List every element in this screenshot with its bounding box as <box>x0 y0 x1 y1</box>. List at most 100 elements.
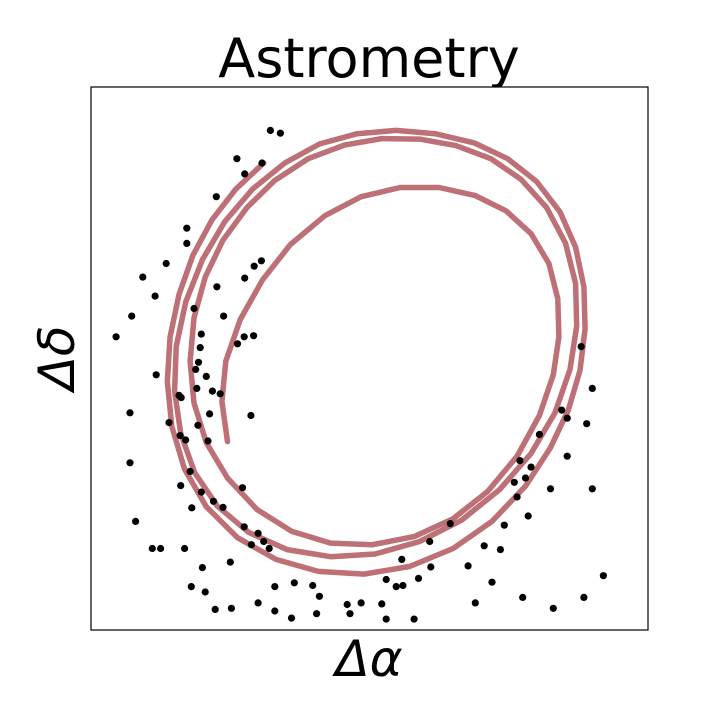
data-point <box>577 343 585 351</box>
data-point <box>513 493 521 501</box>
data-point <box>535 430 544 439</box>
data-point <box>563 414 571 422</box>
data-point <box>313 610 321 618</box>
data-point <box>464 562 472 570</box>
data-point <box>193 384 201 392</box>
data-point <box>357 599 365 607</box>
data-point <box>583 420 591 428</box>
data-point <box>309 581 317 590</box>
plot-area <box>112 126 608 623</box>
data-point <box>162 259 170 268</box>
orbit-curve <box>164 127 588 577</box>
data-point <box>546 485 555 493</box>
data-point <box>588 485 596 493</box>
data-point <box>204 437 212 445</box>
data-point <box>157 544 165 553</box>
data-point <box>266 126 274 134</box>
data-point <box>599 572 608 580</box>
data-point <box>194 421 202 429</box>
data-point <box>247 411 255 420</box>
data-point <box>112 333 120 341</box>
data-point <box>510 478 518 486</box>
data-point <box>382 615 390 623</box>
data-point <box>250 262 258 270</box>
data-point <box>186 467 194 475</box>
data-point <box>209 497 218 505</box>
data-point <box>152 371 160 379</box>
data-point <box>197 330 205 338</box>
data-point <box>271 583 279 591</box>
data-point <box>588 384 596 392</box>
data-point <box>500 521 508 529</box>
data-point <box>563 452 571 460</box>
data-point <box>258 159 266 167</box>
data-point <box>290 579 298 587</box>
data-point <box>446 520 454 528</box>
data-point <box>212 193 220 201</box>
data-point <box>177 482 185 490</box>
data-point <box>194 358 203 366</box>
data-point <box>496 546 504 554</box>
data-point <box>519 593 527 602</box>
data-point <box>175 391 183 399</box>
data-point <box>254 529 262 537</box>
data-point <box>192 365 200 373</box>
data-point <box>190 304 198 313</box>
x-axis-label: Δα <box>331 630 402 688</box>
data-point <box>527 463 535 471</box>
y-axis-label: Δδ <box>28 326 86 395</box>
data-point <box>580 593 588 602</box>
data-point <box>392 583 400 591</box>
data-point <box>287 614 296 622</box>
data-point <box>558 406 566 414</box>
data-point <box>410 615 418 623</box>
data-point <box>219 503 227 511</box>
data-point <box>181 544 189 553</box>
data-point <box>220 312 228 320</box>
data-point <box>187 583 195 591</box>
data-point <box>265 544 273 553</box>
data-point <box>197 488 205 496</box>
data-point <box>382 575 390 584</box>
data-point <box>148 544 156 553</box>
data-point <box>182 436 190 444</box>
data-point <box>378 600 386 608</box>
data-point <box>241 170 249 178</box>
data-point <box>213 283 221 291</box>
data-point <box>315 592 323 600</box>
data-point <box>521 474 530 482</box>
data-point <box>343 600 351 609</box>
data-point <box>399 581 407 590</box>
data-point <box>208 387 216 395</box>
data-point <box>128 312 136 320</box>
data-point <box>524 512 532 520</box>
data-point <box>241 274 249 282</box>
data-point <box>206 410 214 418</box>
data-point <box>276 129 284 137</box>
data-point <box>151 292 159 300</box>
data-point <box>480 542 488 550</box>
data-point <box>126 459 134 467</box>
data-point <box>132 517 140 526</box>
data-point <box>426 537 434 546</box>
chart-title: Astrometry <box>218 27 519 90</box>
data-point <box>257 257 265 265</box>
data-point <box>398 555 406 564</box>
data-point <box>247 541 255 549</box>
data-point <box>183 224 191 232</box>
data-point <box>139 273 147 281</box>
data-point <box>233 340 242 348</box>
data-point <box>260 537 268 546</box>
data-point <box>414 574 423 583</box>
data-point <box>250 332 258 340</box>
data-point <box>202 372 210 380</box>
data-point <box>271 607 279 615</box>
data-point <box>254 599 262 607</box>
data-point <box>427 563 435 571</box>
data-point <box>183 239 191 247</box>
data-point <box>126 409 134 417</box>
data-point <box>240 523 248 531</box>
data-point <box>201 588 209 596</box>
data-point <box>165 419 173 427</box>
